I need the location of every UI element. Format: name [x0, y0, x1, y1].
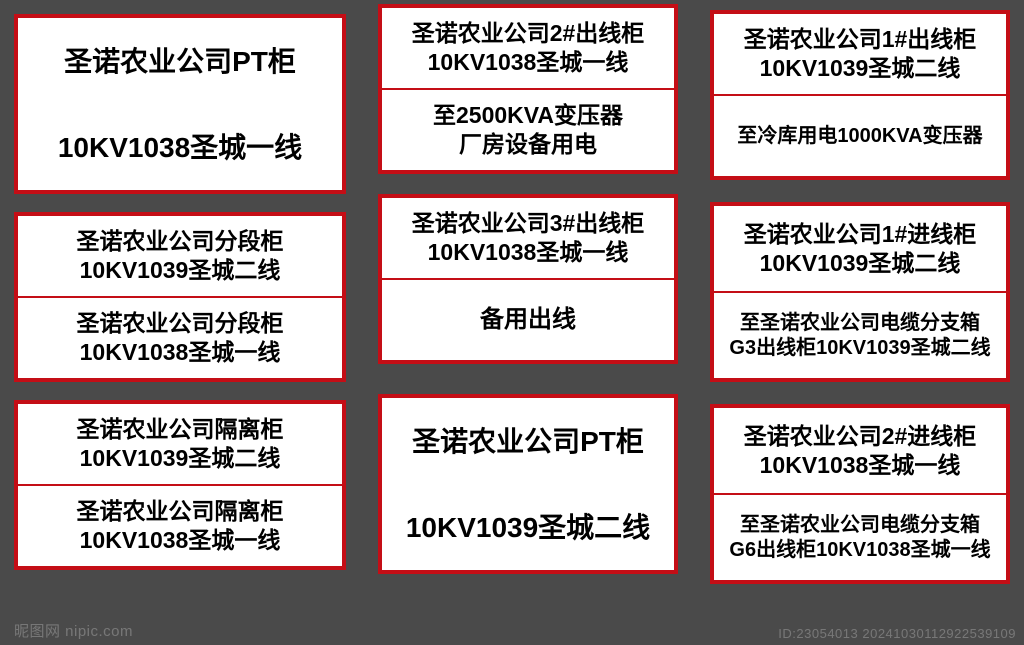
label-line: 圣诺农业公司隔离柜	[77, 415, 284, 444]
label-line: 10KV1039圣城二线	[760, 249, 961, 278]
label-row: 至圣诺农业公司电缆分支箱G6出线柜10KV1038圣城一线	[714, 495, 1006, 580]
label-card: 圣诺农业公司PT柜 10KV1038圣城一线	[14, 14, 346, 194]
label-line: 圣诺农业公司PT柜	[412, 424, 644, 459]
label-line: 圣诺农业公司3#出线柜	[412, 209, 645, 238]
label-line: 至冷库用电1000KVA变压器	[737, 124, 982, 149]
label-row: 圣诺农业公司3#出线柜10KV1038圣城一线	[382, 198, 674, 280]
label-line: 10KV1039圣城二线	[80, 256, 281, 285]
label-row: 备用出线	[382, 280, 674, 360]
label-line: 10KV1038圣城一线	[428, 48, 629, 77]
label-line: 10KV1039圣城二线	[80, 444, 281, 473]
label-line: 至圣诺农业公司电缆分支箱	[740, 513, 980, 538]
label-card: 圣诺农业公司2#进线柜10KV1038圣城一线至圣诺农业公司电缆分支箱G6出线柜…	[710, 404, 1010, 584]
label-line: 圣诺农业公司2#出线柜	[412, 19, 645, 48]
label-row: 圣诺农业公司隔离柜10KV1039圣城二线	[18, 404, 342, 486]
label-line: 圣诺农业公司2#进线柜	[744, 422, 977, 451]
label-row: 圣诺农业公司分段柜10KV1038圣城一线	[18, 298, 342, 378]
label-line: 备用出线	[480, 305, 576, 335]
label-card: 圣诺农业公司PT柜 10KV1039圣城二线	[378, 394, 678, 574]
label-row: 圣诺农业公司分段柜10KV1039圣城二线	[18, 216, 342, 298]
watermark-meta: ID:23054013 20241030112922539109	[778, 626, 1016, 641]
label-line: 厂房设备用电	[459, 130, 597, 159]
label-line: G6出线柜10KV1038圣城一线	[729, 538, 990, 563]
label-line: 10KV1038圣城一线	[58, 130, 302, 165]
label-line: 圣诺农业公司PT柜	[64, 44, 296, 79]
label-row: 圣诺农业公司1#出线柜10KV1039圣城二线	[714, 14, 1006, 96]
label-line: 10KV1038圣城一线	[80, 338, 281, 367]
watermark-site: 昵图网 nipic.com	[14, 620, 133, 641]
label-line: 圣诺农业公司1#进线柜	[744, 220, 977, 249]
label-row: 圣诺农业公司1#进线柜10KV1039圣城二线	[714, 206, 1006, 293]
label-line: 圣诺农业公司分段柜	[77, 309, 284, 338]
label-row: 10KV1038圣城一线	[18, 104, 342, 190]
label-row: 圣诺农业公司2#出线柜10KV1038圣城一线	[382, 8, 674, 90]
label-line: 至圣诺农业公司电缆分支箱	[740, 311, 980, 336]
label-row: 圣诺农业公司PT柜	[18, 18, 342, 104]
label-row: 至冷库用电1000KVA变压器	[714, 96, 1006, 176]
label-line: 圣诺农业公司分段柜	[77, 227, 284, 256]
label-line: 至2500KVA变压器	[433, 101, 623, 130]
label-line: 10KV1038圣城一线	[80, 526, 281, 555]
label-card: 圣诺农业公司2#出线柜10KV1038圣城一线至2500KVA变压器厂房设备用电	[378, 4, 678, 174]
label-row: 圣诺农业公司PT柜	[382, 398, 674, 484]
label-line: 10KV1039圣城二线	[406, 510, 650, 545]
label-row: 圣诺农业公司隔离柜10KV1038圣城一线	[18, 486, 342, 566]
label-line: 10KV1039圣城二线	[760, 54, 961, 83]
label-card: 圣诺农业公司1#进线柜10KV1039圣城二线至圣诺农业公司电缆分支箱G3出线柜…	[710, 202, 1010, 382]
column-2: 圣诺农业公司1#出线柜10KV1039圣城二线至冷库用电1000KVA变压器圣诺…	[710, 10, 1010, 584]
label-line: G3出线柜10KV1039圣城二线	[729, 336, 990, 361]
label-line: 10KV1038圣城一线	[760, 451, 961, 480]
label-row: 圣诺农业公司2#进线柜10KV1038圣城一线	[714, 408, 1006, 495]
label-row: 至2500KVA变压器厂房设备用电	[382, 90, 674, 170]
label-card: 圣诺农业公司1#出线柜10KV1039圣城二线至冷库用电1000KVA变压器	[710, 10, 1010, 180]
label-line: 10KV1038圣城一线	[428, 238, 629, 267]
column-1: 圣诺农业公司2#出线柜10KV1038圣城一线至2500KVA变压器厂房设备用电…	[378, 4, 678, 574]
label-card: 圣诺农业公司隔离柜10KV1039圣城二线圣诺农业公司隔离柜10KV1038圣城…	[14, 400, 346, 570]
label-line: 圣诺农业公司隔离柜	[77, 497, 284, 526]
label-card: 圣诺农业公司3#出线柜10KV1038圣城一线备用出线	[378, 194, 678, 364]
column-0: 圣诺农业公司PT柜10KV1038圣城一线圣诺农业公司分段柜10KV1039圣城…	[14, 14, 346, 570]
label-card: 圣诺农业公司分段柜10KV1039圣城二线圣诺农业公司分段柜10KV1038圣城…	[14, 212, 346, 382]
label-row: 10KV1039圣城二线	[382, 484, 674, 570]
label-row: 至圣诺农业公司电缆分支箱G3出线柜10KV1039圣城二线	[714, 293, 1006, 378]
label-line: 圣诺农业公司1#出线柜	[744, 25, 977, 54]
